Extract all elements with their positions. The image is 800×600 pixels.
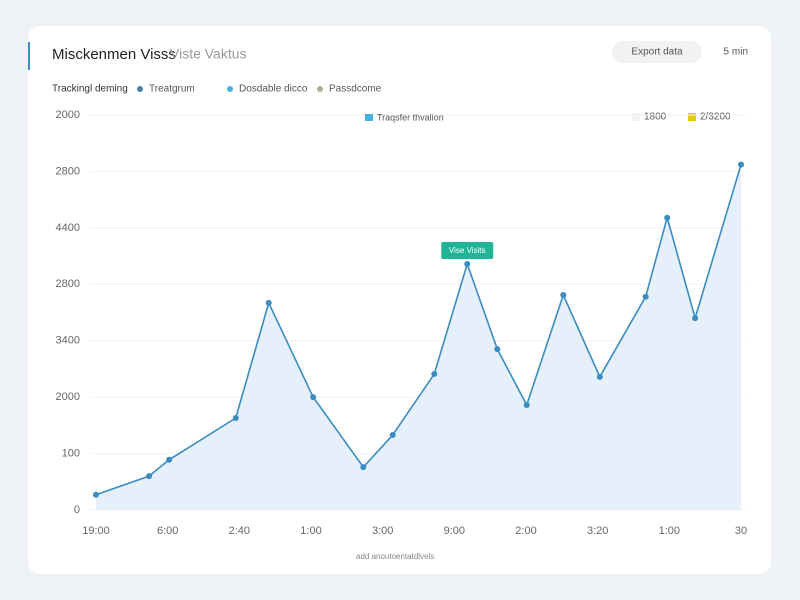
x-tick-label: 6:00 (157, 525, 178, 537)
x-tick-label: 1:00 (659, 525, 680, 537)
point (360, 464, 367, 471)
y-tick-label: 4400 (56, 222, 80, 234)
filter-item: Dosdable dicco (239, 84, 308, 95)
x-tick-label: 3:20 (587, 525, 608, 537)
x-tick-label: 19:00 (82, 525, 110, 537)
legend-swatch (688, 113, 696, 121)
point (166, 456, 173, 463)
point (692, 315, 699, 322)
point (146, 473, 153, 480)
y-tick-label: 2000 (56, 391, 80, 403)
title: Misckenmen Visss (52, 46, 176, 63)
legend-item: Traqsfer thvalion (377, 112, 444, 122)
title-accent (28, 42, 30, 70)
annotation-box (441, 241, 494, 259)
legend-swatch (365, 114, 373, 121)
point (664, 214, 671, 221)
point (265, 299, 272, 306)
y-tick-label: 2000 (56, 109, 80, 121)
x-tick-label: 2:40 (229, 525, 250, 537)
y-tick-label: 0 (74, 504, 80, 516)
x-tick-label: 30 (735, 525, 747, 537)
legend-item: 2/3200 (700, 112, 731, 123)
point (310, 394, 317, 401)
point (642, 293, 649, 300)
legend-item: 1800 (644, 112, 667, 123)
point (389, 431, 396, 438)
filter-label: Trackingl deming (52, 84, 128, 95)
area (96, 164, 741, 510)
point (431, 371, 438, 378)
point (523, 402, 530, 409)
filter-item: Passdcome (329, 84, 382, 95)
subtitle: Viste Vaktus (170, 46, 247, 62)
filter-dot (317, 86, 323, 92)
x-tick-label: 3:00 (372, 525, 393, 537)
export-label[interactable]: Export data (631, 47, 683, 58)
legend-swatch (632, 113, 640, 121)
y-tick-label: 3400 (56, 335, 80, 347)
point (93, 491, 99, 498)
point (560, 292, 567, 299)
filter-dot (137, 86, 143, 92)
y-tick-label: 2800 (56, 278, 80, 290)
x-tick-label: 1:00 (300, 525, 321, 537)
point (738, 161, 744, 168)
point (494, 346, 501, 353)
line (95, 164, 742, 496)
refresh[interactable]: 5 min (724, 47, 748, 58)
point (464, 260, 471, 267)
point (596, 373, 603, 380)
annotation: Vise Visits (449, 246, 486, 255)
export-button[interactable] (612, 41, 702, 63)
filter-dot (227, 86, 233, 92)
x-tick-label: 2:00 (515, 525, 536, 537)
filter-item: Treatgrum (149, 84, 195, 95)
y-tick-label: 2800 (56, 165, 80, 177)
x-tick-label: 9:00 (444, 525, 465, 537)
point (232, 415, 239, 422)
y-tick-label: 100 (62, 447, 80, 459)
footer: add anoutoentatdlvels (356, 552, 434, 561)
